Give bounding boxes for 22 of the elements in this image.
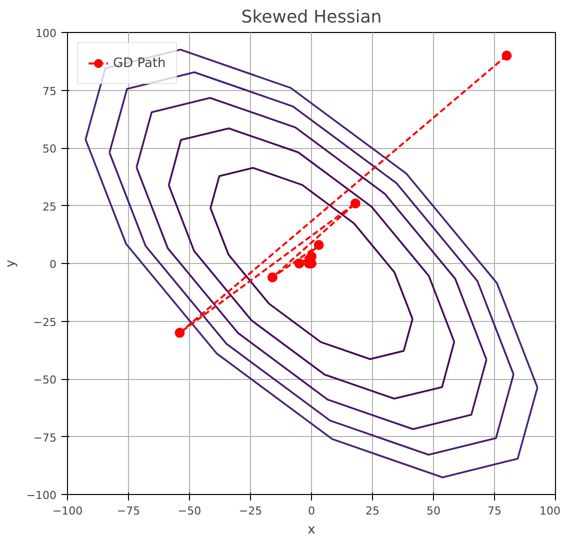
x-tick-label: 50 [426, 504, 440, 518]
y-tick-label: −50 [33, 374, 57, 386]
y-tick-label: −100 [26, 489, 57, 502]
y-tick-label: 0 [50, 258, 56, 271]
y-tick-label: 75 [42, 84, 57, 98]
y-axis-title: y [3, 259, 18, 268]
x-tick-label: −100 [52, 504, 83, 518]
x-tick-label: 25 [366, 504, 380, 518]
y-tick-label: −25 [33, 316, 57, 329]
x-tick-label: 0 [308, 504, 315, 518]
y-tick-label: −75 [33, 431, 57, 444]
x-axis-title: x [308, 522, 316, 538]
x-tick-label: −75 [116, 504, 140, 518]
chart-title: Skewed Hessian [241, 8, 382, 28]
y-tick-label: 50 [42, 142, 57, 156]
x-tick-label: 100 [540, 504, 561, 518]
y-tick-label: 25 [42, 200, 57, 214]
x-tick-label: −50 [178, 504, 202, 518]
x-tick-label: 75 [488, 504, 502, 518]
x-tick-label: −25 [238, 504, 262, 518]
legend-label: GD Path [113, 56, 166, 70]
y-tick-label: 100 [36, 27, 57, 40]
